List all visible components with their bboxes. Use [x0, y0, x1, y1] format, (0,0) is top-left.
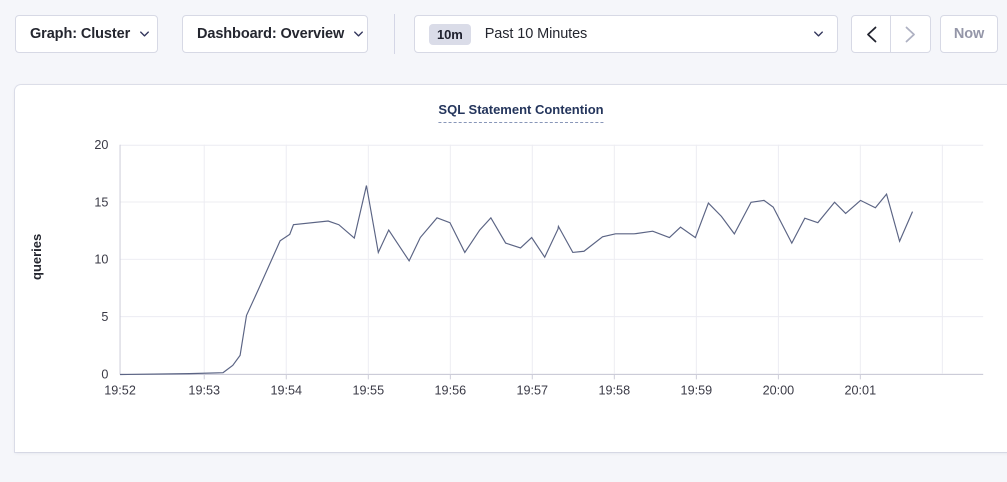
svg-text:19:52: 19:52 — [104, 384, 136, 398]
svg-text:10: 10 — [94, 253, 108, 267]
svg-text:19:53: 19:53 — [188, 384, 220, 398]
svg-text:0: 0 — [101, 367, 108, 381]
svg-text:19:54: 19:54 — [270, 384, 302, 398]
svg-text:19:57: 19:57 — [516, 384, 548, 398]
svg-text:19:56: 19:56 — [435, 384, 467, 398]
svg-text:19:55: 19:55 — [352, 384, 384, 398]
svg-text:20:01: 20:01 — [845, 384, 877, 398]
svg-text:20:00: 20:00 — [763, 384, 795, 398]
svg-text:19:58: 19:58 — [599, 384, 631, 398]
svg-text:5: 5 — [101, 310, 108, 324]
svg-text:20: 20 — [94, 138, 108, 152]
svg-text:15: 15 — [94, 195, 108, 209]
svg-text:19:59: 19:59 — [681, 384, 713, 398]
